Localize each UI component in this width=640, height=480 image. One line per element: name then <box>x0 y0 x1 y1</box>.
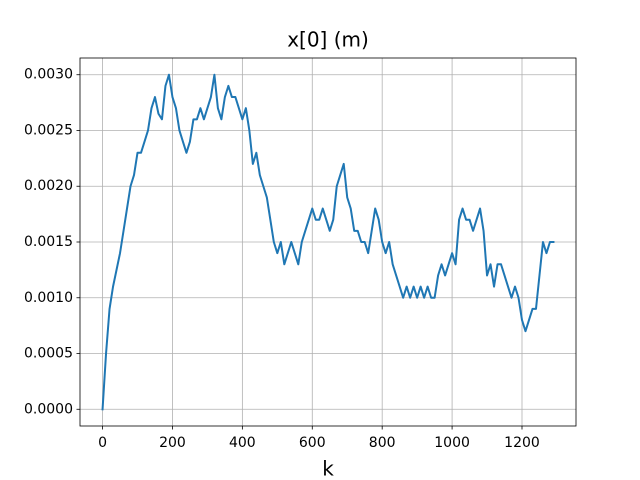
x-tick-label: 800 <box>369 435 396 451</box>
chart-title: x[0] (m) <box>287 28 369 52</box>
x-tick-label: 600 <box>299 435 326 451</box>
y-tick-label: 0.0030 <box>24 67 73 83</box>
x-tick-label: 400 <box>229 435 256 451</box>
y-tick-label: 0.0020 <box>24 178 73 194</box>
x-tick-label: 0 <box>98 435 107 451</box>
y-tick-label: 0.0010 <box>24 290 73 306</box>
plot-frame <box>79 57 577 427</box>
x-axis-label: k <box>322 457 334 480</box>
y-tick-label: 0.0025 <box>24 122 73 138</box>
x-tick-label: 200 <box>159 435 186 451</box>
y-tick-label: 0.0005 <box>24 346 73 362</box>
y-tick-label: 0.0015 <box>24 234 73 250</box>
y-tick-label: 0.0000 <box>24 401 73 417</box>
x-tick-label: 1200 <box>504 435 540 451</box>
x-tick-label: 1000 <box>434 435 470 451</box>
data-line <box>101 73 555 411</box>
